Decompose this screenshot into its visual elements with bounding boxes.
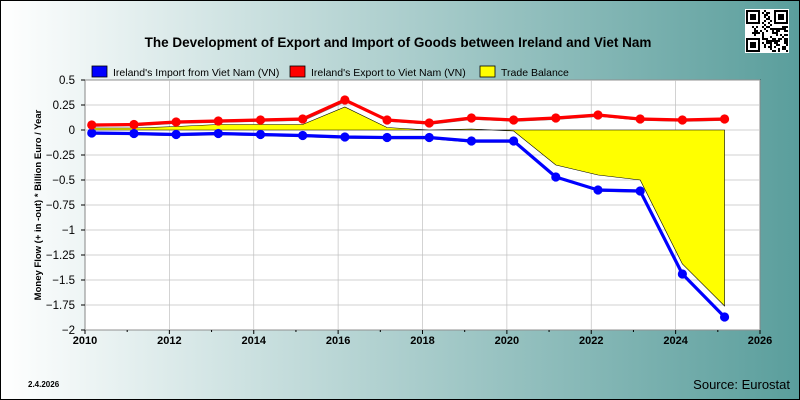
import-point: [677, 269, 687, 279]
import-point: [635, 186, 645, 196]
date-stamp: 2.4.2026: [28, 380, 60, 389]
import-point: [213, 128, 223, 139]
export-point: [551, 113, 561, 123]
import-point: [340, 132, 350, 142]
legend-swatch: [479, 65, 496, 78]
export-line: [91, 98, 725, 127]
import-point: [593, 185, 603, 195]
x-tick-label: 2022: [579, 335, 603, 347]
import-point: [382, 132, 392, 143]
import-point: [298, 130, 308, 141]
legend-label: Ireland's Import from Viet Nam (VN): [113, 67, 279, 79]
export-point: [340, 95, 350, 105]
export-point: [382, 115, 392, 125]
export-point: [593, 110, 603, 120]
series-layer: [87, 95, 730, 322]
y-axis-label: Money Flow (+ in -out) * Billion Euro / …: [33, 109, 44, 300]
export-point: [719, 114, 730, 124]
export-point: [466, 113, 477, 123]
export-point: [171, 117, 181, 127]
import-point: [129, 128, 139, 139]
y-tick-label: −0.5: [52, 175, 75, 187]
export-point: [129, 119, 139, 130]
export-point: [677, 115, 687, 125]
x-tick-label: 2020: [495, 335, 519, 347]
export-point: [509, 115, 519, 125]
y-tick-label: 0.25: [53, 100, 75, 112]
import-point: [255, 129, 266, 140]
legend-swatch: [91, 65, 108, 78]
import-point: [466, 136, 477, 146]
y-tick-label: −1.25: [46, 250, 75, 262]
chart-title: The Development of Export and Import of …: [145, 35, 652, 50]
y-tick-label: 0.5: [59, 75, 75, 87]
legend-label: Ireland's Export to Viet Nam (VN): [311, 67, 466, 79]
y-tick-label: −0.75: [46, 200, 75, 212]
x-tick-label: 2010: [73, 335, 97, 347]
qr-code-icon: [745, 9, 789, 53]
import-point: [719, 312, 730, 322]
x-tick-label: 2012: [157, 335, 181, 347]
y-tick-label: −0.25: [46, 150, 75, 162]
import-point: [171, 129, 181, 140]
y-tick-label: −2: [62, 325, 75, 337]
x-tick-label: 2018: [410, 335, 434, 347]
export-point: [87, 120, 97, 130]
x-tick-label: 2014: [242, 335, 267, 347]
export-point: [424, 118, 434, 128]
source-label: Source: Eurostat: [693, 377, 790, 392]
x-tick-label: 2026: [748, 335, 772, 347]
x-tick-label: 2024: [663, 335, 688, 347]
export-point: [213, 116, 223, 126]
y-tick-label: −1: [62, 225, 75, 237]
y-tick-label: −1.75: [46, 300, 75, 312]
import-line: [91, 131, 726, 319]
export-point: [255, 115, 266, 125]
legend-label: Trade Balance: [501, 67, 569, 79]
x-tick-label: 2016: [326, 335, 350, 347]
import-point: [87, 128, 97, 138]
y-tick-label: −1.5: [52, 275, 75, 287]
import-point: [424, 132, 434, 143]
export-point: [635, 114, 645, 124]
import-point: [551, 172, 561, 182]
legend-swatch: [289, 65, 306, 78]
export-point: [298, 114, 308, 124]
import-point: [509, 136, 519, 146]
legend: Ireland's Import from Viet Nam (VN) Irela…: [91, 65, 569, 79]
y-tick-label: 0: [69, 125, 75, 137]
axes: 0.5 0.25 0 −0.25 −0.5 −0.75 −1 −1.25 −1.5 −1.75 −2…: [46, 75, 772, 347]
